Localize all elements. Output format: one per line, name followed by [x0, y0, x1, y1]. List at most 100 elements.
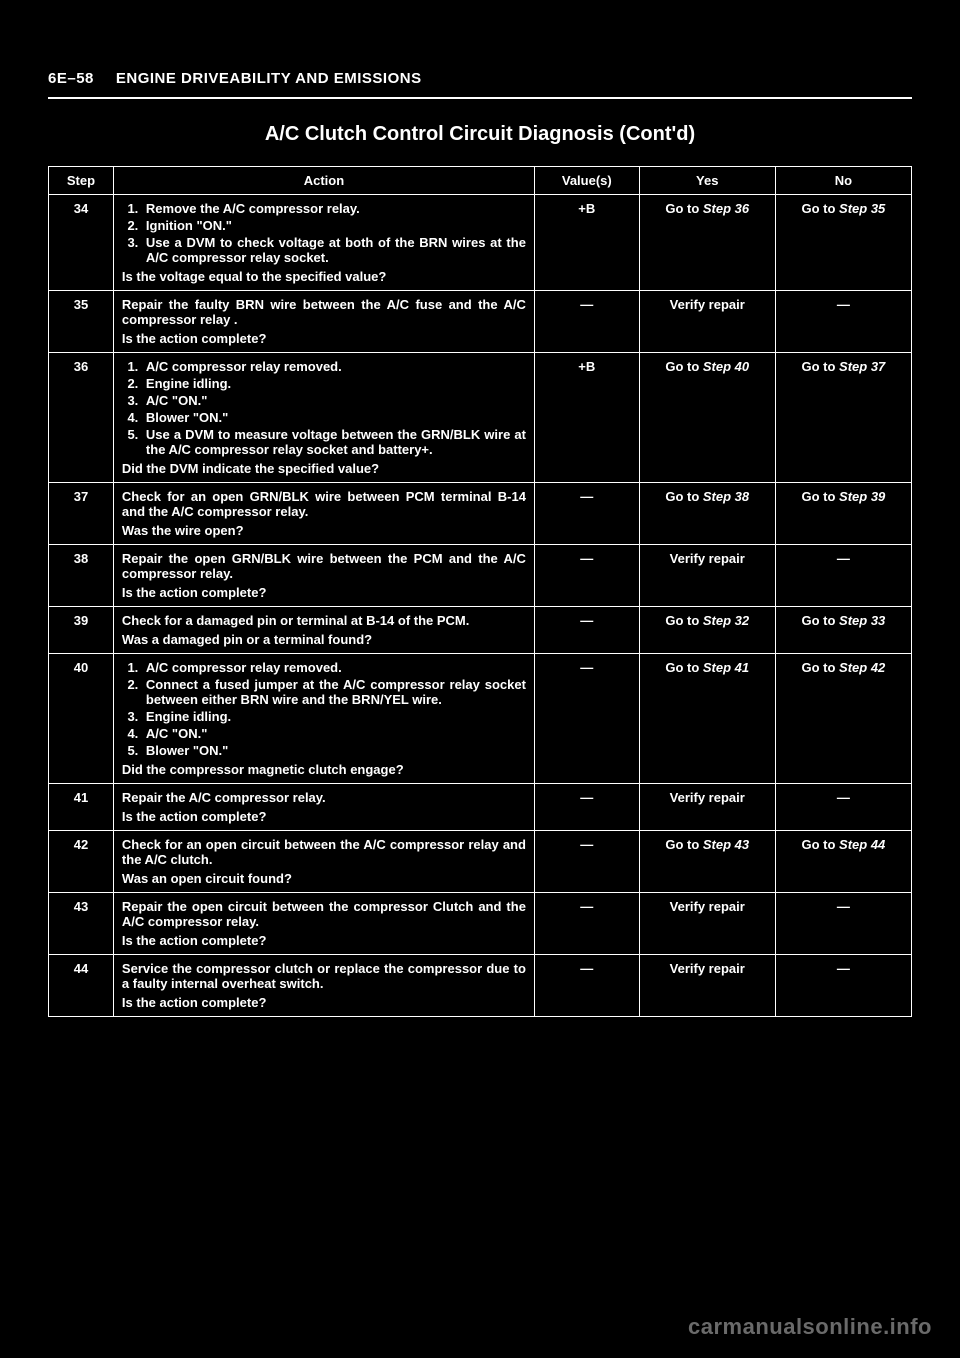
action-cell: Remove the A/C compressor relay. Ignition…: [113, 195, 534, 291]
value-cell: —: [534, 607, 639, 654]
action-question: Was an open circuit found?: [122, 871, 526, 886]
action-cell: A/C compressor relay removed. Connect a f…: [113, 654, 534, 784]
col-no: No: [775, 167, 911, 195]
action-question: Was a damaged pin or a terminal found?: [122, 632, 526, 647]
action-question: Is the action complete?: [122, 809, 526, 824]
page-root: 6E–58 ENGINE DRIVEABILITY AND EMISSIONS …: [0, 0, 960, 1358]
table-row: 37Check for an open GRN/BLK wire between…: [49, 483, 912, 545]
yes-cell: Verify repair: [639, 955, 775, 1017]
section-title: ENGINE DRIVEABILITY AND EMISSIONS: [116, 70, 422, 87]
no-cell: Go to Step 33: [775, 607, 911, 654]
value-cell: —: [534, 291, 639, 353]
value-cell: —: [534, 893, 639, 955]
yes-cell: Go to Step 43: [639, 831, 775, 893]
action-list-item: Use a DVM to check voltage at both of th…: [142, 235, 526, 265]
no-cell: —: [775, 893, 911, 955]
value-cell: —: [534, 483, 639, 545]
value-cell: —: [534, 955, 639, 1017]
step-cell: 43: [49, 893, 114, 955]
action-cell: Repair the A/C compressor relay. Is the a…: [113, 784, 534, 831]
table-row: 36A/C compressor relay removed.Engine id…: [49, 353, 912, 483]
value-cell: —: [534, 654, 639, 784]
action-list-item: Engine idling.: [142, 709, 526, 724]
watermark: carmanualsonline.info: [688, 1314, 932, 1340]
action-statement: Repair the open GRN/BLK wire between the…: [122, 551, 526, 581]
col-action: Action: [113, 167, 534, 195]
value-cell: —: [534, 784, 639, 831]
step-cell: 41: [49, 784, 114, 831]
yes-cell: Verify repair: [639, 545, 775, 607]
table-row: 34 Remove the A/C compressor relay. Igniti…: [49, 195, 912, 291]
page-number: 6E–58: [48, 70, 94, 87]
table-row: 44 Service the compressor clutch or repla…: [49, 955, 912, 1017]
step-cell: 40: [49, 654, 114, 784]
value-cell: —: [534, 545, 639, 607]
col-yes: Yes: [639, 167, 775, 195]
action-list-item: Ignition "ON.": [142, 218, 526, 233]
yes-cell: Go to Step 38: [639, 483, 775, 545]
step-cell: 44: [49, 955, 114, 1017]
table-header-row: Step Action Value(s) Yes No: [49, 167, 912, 195]
action-list-item: A/C "ON.": [142, 726, 526, 741]
table-row: 38 Repair the open GRN/BLK wire between t…: [49, 545, 912, 607]
action-statement: Repair the faulty BRN wire between the A…: [122, 297, 526, 327]
action-question: Is the action complete?: [122, 331, 526, 346]
action-question: Did the compressor magnetic clutch engag…: [122, 762, 526, 777]
action-question: Did the DVM indicate the specified value…: [122, 461, 526, 476]
no-cell: Go to Step 37: [775, 353, 911, 483]
action-list-item: Engine idling.: [142, 376, 526, 391]
action-cell: Repair the faulty BRN wire between the A…: [113, 291, 534, 353]
step-cell: 36: [49, 353, 114, 483]
action-statement: Check for a damaged pin or terminal at B…: [122, 613, 526, 628]
step-cell: 38: [49, 545, 114, 607]
no-cell: Go to Step 44: [775, 831, 911, 893]
action-statement: Service the compressor clutch or replace…: [122, 961, 526, 991]
yes-cell: Go to Step 36: [639, 195, 775, 291]
yes-cell: Go to Step 41: [639, 654, 775, 784]
yes-cell: Go to Step 40: [639, 353, 775, 483]
action-cell: Repair the open circuit between the comp…: [113, 893, 534, 955]
table-row: 40 A/C compressor relay removed. Connect a…: [49, 654, 912, 784]
action-cell: Check for an open GRN/BLK wire between P…: [113, 483, 534, 545]
action-cell: A/C compressor relay removed.Engine idli…: [113, 353, 534, 483]
action-list-item: Blower "ON.": [142, 410, 526, 425]
action-list-item: Use a DVM to measure voltage between the…: [142, 427, 526, 457]
action-question: Is the action complete?: [122, 585, 526, 600]
value-cell: +B: [534, 195, 639, 291]
yes-cell: Go to Step 32: [639, 607, 775, 654]
value-cell: +B: [534, 353, 639, 483]
col-value: Value(s): [534, 167, 639, 195]
action-statement: Check for an open circuit between the A/…: [122, 837, 526, 867]
action-list-item: Connect a fused jumper at the A/C compre…: [142, 677, 526, 707]
step-cell: 42: [49, 831, 114, 893]
no-cell: Go to Step 39: [775, 483, 911, 545]
action-statement: Repair the open circuit between the comp…: [122, 899, 526, 929]
yes-cell: Verify repair: [639, 893, 775, 955]
step-cell: 39: [49, 607, 114, 654]
step-cell: 34: [49, 195, 114, 291]
action-question: Is the voltage equal to the specified va…: [122, 269, 526, 284]
action-statement: Check for an open GRN/BLK wire between P…: [122, 489, 526, 519]
diagnosis-table: Step Action Value(s) Yes No 34Remove the…: [48, 166, 912, 1017]
action-cell: Repair the open GRN/BLK wire between the…: [113, 545, 534, 607]
action-question: Was the wire open?: [122, 523, 526, 538]
col-step: Step: [49, 167, 114, 195]
yes-cell: Verify repair: [639, 784, 775, 831]
value-cell: —: [534, 831, 639, 893]
no-cell: —: [775, 291, 911, 353]
action-cell: Check for an open circuit between the A/…: [113, 831, 534, 893]
action-cell: Check for a damaged pin or terminal at B…: [113, 607, 534, 654]
action-statement: Repair the A/C compressor relay.: [122, 790, 526, 805]
action-list-item: Remove the A/C compressor relay.: [142, 201, 526, 216]
table-row: 35 Repair the faulty BRN wire between the…: [49, 291, 912, 353]
no-cell: —: [775, 955, 911, 1017]
table-row: 43 Repair the open circuit between the co…: [49, 893, 912, 955]
action-cell: Service the compressor clutch or replace…: [113, 955, 534, 1017]
step-cell: 35: [49, 291, 114, 353]
no-cell: Go to Step 35: [775, 195, 911, 291]
action-list-item: A/C compressor relay removed.: [142, 660, 526, 675]
action-question: Is the action complete?: [122, 995, 526, 1010]
diagnosis-title: A/C Clutch Control Circuit Diagnosis (Co…: [48, 123, 912, 146]
table-row: 39 Check for a damaged pin or terminal at…: [49, 607, 912, 654]
action-list-item: A/C "ON.": [142, 393, 526, 408]
